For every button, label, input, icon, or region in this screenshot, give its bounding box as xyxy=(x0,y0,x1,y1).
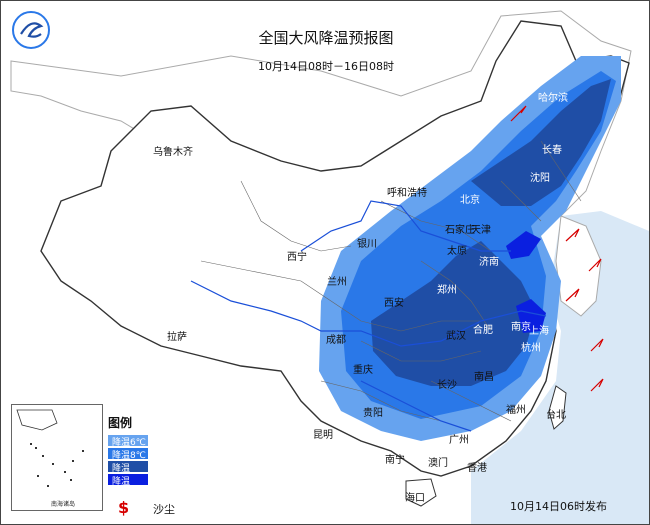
legend-item-label: 降温6℃ xyxy=(112,438,146,448)
inset-map xyxy=(16,409,84,487)
city-label: 合肥 xyxy=(473,325,493,336)
taiwan-outline xyxy=(548,385,567,430)
release-time: 10月14日06时发布 xyxy=(510,500,607,513)
city-label: 福州 xyxy=(506,405,526,416)
city-label: 济南 xyxy=(479,257,499,268)
legend-item-label: 降温8℃ xyxy=(112,451,146,461)
city-label: 西宁 xyxy=(287,252,307,263)
city-label: 郑州 xyxy=(437,285,457,296)
legend-swatch: 降温6℃ xyxy=(108,435,148,448)
city-label: 广州 xyxy=(449,435,469,446)
city-label: 重庆 xyxy=(353,365,373,376)
city-label: 成都 xyxy=(326,335,346,346)
map-subtitle: 10月14日08时－16日08时 xyxy=(258,60,394,73)
city-label: 哈尔滨 xyxy=(538,93,568,104)
city-label: 兰州 xyxy=(327,277,347,288)
wind-flags xyxy=(510,105,604,392)
city-label: 太原 xyxy=(447,246,467,257)
city-label: 海口 xyxy=(405,493,425,504)
city-label: 呼和浩特 xyxy=(387,188,427,199)
city-label: 南宁 xyxy=(385,455,405,466)
city-label: 澳门 xyxy=(428,458,448,469)
legend-swatch: 降温12℃ xyxy=(108,474,148,497)
zone-12c-jiangsu xyxy=(516,299,546,333)
hainan-outline xyxy=(405,478,437,507)
korea-outline xyxy=(555,215,602,317)
legend-item: 降温6℃ xyxy=(108,435,194,448)
city-label: 银川 xyxy=(357,239,377,250)
city-label: 杭州 xyxy=(521,343,541,354)
rivers xyxy=(190,200,547,432)
zone-12c-shandong xyxy=(506,231,541,259)
legend-title: 图例 xyxy=(108,416,133,430)
city-label: 武汉 xyxy=(446,331,466,342)
zone-10c-north xyxy=(471,79,611,206)
city-label: 长沙 xyxy=(437,380,457,391)
city-label: 西安 xyxy=(384,298,404,309)
legend-swatch: 降温10℃ xyxy=(108,461,148,484)
city-label: 石家庄 xyxy=(445,225,475,236)
city-label: 南昌 xyxy=(474,372,494,383)
legend-item-label: 降温12℃ xyxy=(112,477,134,497)
city-label: 香港 xyxy=(467,463,487,474)
dust-icon: $ xyxy=(118,498,130,517)
city-label: 天津 xyxy=(471,225,491,236)
zone-10c-south xyxy=(371,241,536,386)
legend-item: 降温12℃ xyxy=(108,474,194,497)
city-label: 台北 xyxy=(546,410,566,421)
province-boundaries xyxy=(200,140,582,422)
inset-label: 南海诸岛 xyxy=(51,501,76,508)
legend-swatch: 降温8℃ xyxy=(108,448,148,461)
city-label: 昆明 xyxy=(313,430,333,441)
city-label: 沈阳 xyxy=(530,173,550,184)
legend-item: 降温10℃ xyxy=(108,461,194,484)
city-label: 上海 xyxy=(529,326,549,337)
city-label: 北京 xyxy=(460,195,480,206)
weather-bureau-logo xyxy=(12,11,50,49)
city-label: 拉萨 xyxy=(167,332,187,343)
city-label: 贵阳 xyxy=(363,408,383,419)
south-china-sea-inset xyxy=(11,404,103,511)
dust-label: 沙尘 xyxy=(153,503,175,516)
city-label: 长春 xyxy=(542,145,562,156)
sea-area xyxy=(471,211,649,524)
legend-item: 降温8℃ xyxy=(108,448,194,461)
map-title: 全国大风降温预报图 xyxy=(258,29,394,47)
city-label: 南京 xyxy=(511,322,531,333)
city-label: 乌鲁木齐 xyxy=(153,147,193,158)
